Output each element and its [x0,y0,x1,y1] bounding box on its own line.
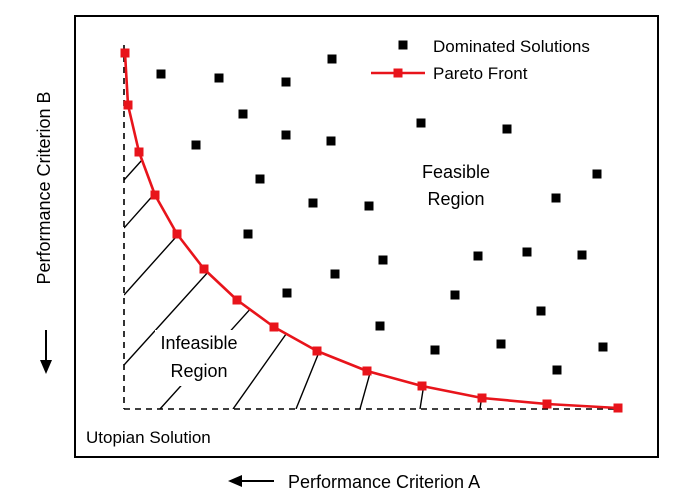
dominated-point [308,198,318,208]
infeasible-region-label-2: Region [170,361,227,381]
x-axis-title: Performance Criterion A [228,472,480,492]
pareto-point [123,100,133,110]
legend-dominated-label: Dominated Solutions [433,37,590,56]
pareto-point [477,393,487,403]
pareto-point [269,322,279,332]
dominated-point [592,169,602,179]
y-axis-title: Performance Criterion B [34,91,54,374]
pareto-point [613,403,623,413]
pareto-point [120,48,130,58]
dominated-point [282,288,292,298]
dominated-point [327,54,337,64]
dominated-point [522,247,532,257]
dominated-point [214,73,224,83]
pareto-point [312,346,322,356]
dominated-point [191,140,201,150]
dominated-point [330,269,340,279]
utopian-solution-label: Utopian Solution [86,428,211,447]
feasible-region-label-1: Feasible [422,162,490,182]
pareto-point [172,229,182,239]
dominated-point [577,250,587,260]
feasible-region-label-2: Region [427,189,484,209]
infeasible-region-label-1: Infeasible [160,333,237,353]
legend-pareto-marker [393,68,403,78]
dominated-point [473,251,483,261]
dominated-point [416,118,426,128]
dominated-point [551,193,561,203]
dominated-point [502,124,512,134]
pareto-front-curve [123,52,619,410]
dominated-point [364,201,374,211]
pareto-point [362,366,372,376]
legend: Dominated Solutions Pareto Front [371,37,590,83]
pareto-point [232,295,242,305]
dominated-point [496,339,506,349]
dominated-point [536,306,546,316]
dominated-point [238,109,248,119]
dominated-point [552,365,562,375]
infeasible-label-backdrop [155,330,243,386]
dominated-point [281,130,291,140]
dominated-point [156,69,166,79]
dominated-point [375,321,385,331]
pareto-point [199,264,209,274]
x-axis-arrow-icon [228,475,242,487]
legend-pareto-label: Pareto Front [433,64,528,83]
dominated-point [326,136,336,146]
pareto-point [417,381,427,391]
pareto-point [134,147,144,157]
dominated-point [243,229,253,239]
y-axis-label: Performance Criterion B [34,91,54,284]
y-axis-arrow-icon [40,360,52,374]
pareto-point [542,399,552,409]
pareto-point [150,190,160,200]
dominated-point [598,342,608,352]
dominated-point [450,290,460,300]
x-axis-label: Performance Criterion A [288,472,480,492]
dominated-point [281,77,291,87]
dominated-point [430,345,440,355]
dominated-point [378,255,388,265]
legend-dominated-marker [398,40,408,50]
dominated-point [255,174,265,184]
pareto-front-points [120,48,623,413]
plot-frame [74,15,659,458]
dominated-points [156,54,608,375]
